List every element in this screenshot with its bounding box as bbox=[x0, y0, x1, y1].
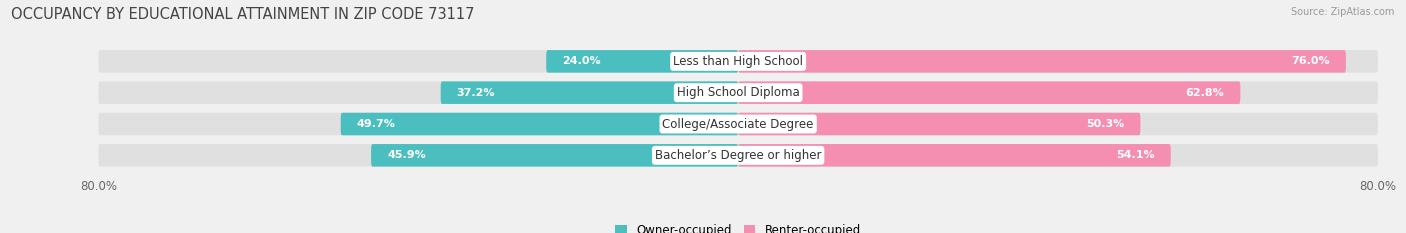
Text: 45.9%: 45.9% bbox=[387, 150, 426, 160]
Text: 50.3%: 50.3% bbox=[1087, 119, 1125, 129]
Text: 37.2%: 37.2% bbox=[457, 88, 495, 98]
Text: 49.7%: 49.7% bbox=[357, 119, 395, 129]
FancyBboxPatch shape bbox=[546, 50, 738, 73]
Text: 54.1%: 54.1% bbox=[1116, 150, 1154, 160]
FancyBboxPatch shape bbox=[98, 81, 1378, 104]
FancyBboxPatch shape bbox=[738, 81, 1240, 104]
Text: Less than High School: Less than High School bbox=[673, 55, 803, 68]
Text: 76.0%: 76.0% bbox=[1291, 56, 1330, 66]
Text: 62.8%: 62.8% bbox=[1185, 88, 1225, 98]
Text: High School Diploma: High School Diploma bbox=[676, 86, 800, 99]
FancyBboxPatch shape bbox=[98, 50, 1378, 73]
Legend: Owner-occupied, Renter-occupied: Owner-occupied, Renter-occupied bbox=[610, 219, 866, 233]
FancyBboxPatch shape bbox=[371, 144, 738, 167]
Text: Bachelor’s Degree or higher: Bachelor’s Degree or higher bbox=[655, 149, 821, 162]
FancyBboxPatch shape bbox=[340, 113, 738, 135]
Text: OCCUPANCY BY EDUCATIONAL ATTAINMENT IN ZIP CODE 73117: OCCUPANCY BY EDUCATIONAL ATTAINMENT IN Z… bbox=[11, 7, 475, 22]
Text: College/Associate Degree: College/Associate Degree bbox=[662, 117, 814, 130]
FancyBboxPatch shape bbox=[98, 144, 1378, 167]
FancyBboxPatch shape bbox=[738, 113, 1140, 135]
FancyBboxPatch shape bbox=[440, 81, 738, 104]
FancyBboxPatch shape bbox=[738, 144, 1171, 167]
FancyBboxPatch shape bbox=[98, 113, 1378, 135]
Text: 24.0%: 24.0% bbox=[562, 56, 600, 66]
FancyBboxPatch shape bbox=[738, 50, 1346, 73]
Text: Source: ZipAtlas.com: Source: ZipAtlas.com bbox=[1291, 7, 1395, 17]
